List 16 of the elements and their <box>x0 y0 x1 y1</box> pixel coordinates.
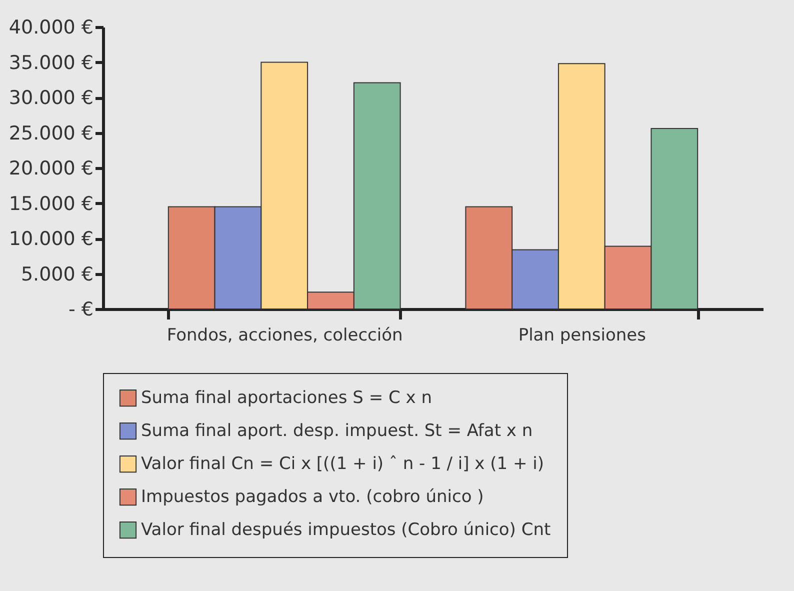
y-tick-label: 25.000 € <box>8 122 94 144</box>
y-tick-label: 35.000 € <box>8 52 94 74</box>
legend-label: Suma final aportaciones S = C x n <box>141 388 432 408</box>
legend-label: Suma final aport. desp. impuest. St = Afat x n <box>141 421 533 441</box>
y-tick-label: 15.000 € <box>8 192 94 215</box>
x-tick-label: Plan pensiones <box>518 326 646 346</box>
legend-label: Impuestos pagados a vto. (cobro único ) <box>141 487 484 507</box>
y-tick-label: 10.000 € <box>8 228 94 250</box>
y-tick-label: - € <box>68 298 94 320</box>
legend-label: Valor final Cn = Ci x [((1 + i) ˆ n - 1 / i] x (1 + i) <box>141 454 544 474</box>
y-tick-label: 5.000 € <box>20 263 94 286</box>
x-tick-label: Fondos, acciones, colección <box>166 326 403 346</box>
y-tick-label: 20.000 € <box>8 158 94 180</box>
y-tick-label: 30.000 € <box>8 87 94 109</box>
legend-label: Valor final después impuestos (Cobro único) Cnt <box>141 520 551 540</box>
y-tick-label: 40.000 € <box>8 16 94 38</box>
